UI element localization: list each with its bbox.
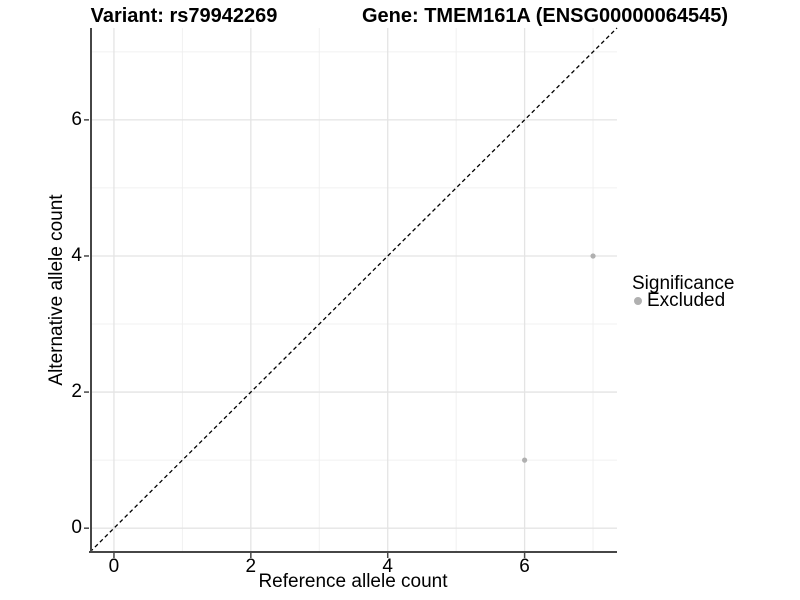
identity-dashed-line bbox=[89, 27, 618, 553]
data-point bbox=[522, 457, 528, 463]
data-point bbox=[590, 253, 596, 259]
